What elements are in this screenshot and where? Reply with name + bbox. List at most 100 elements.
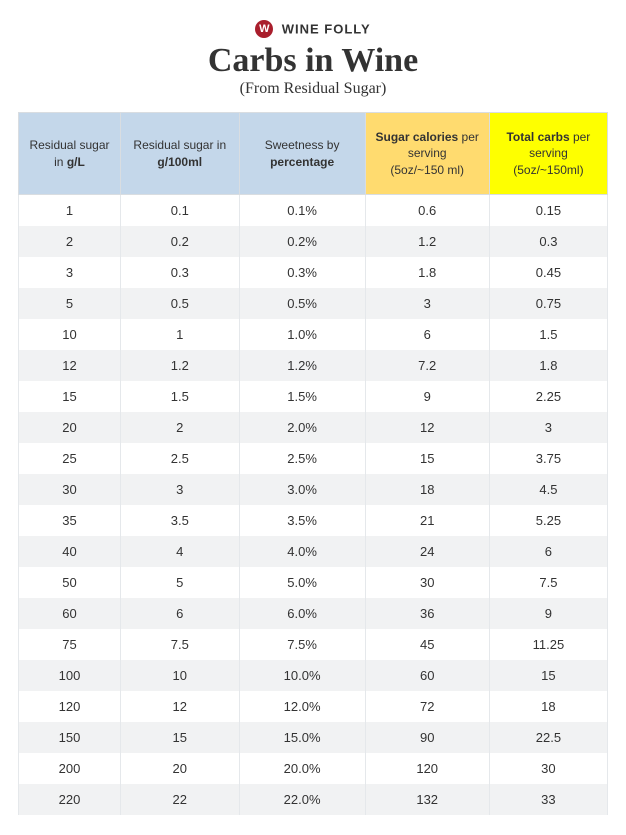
table-cell: 45 (365, 629, 489, 660)
carbs-table: Residual sugar in g/L Residual sugar in g… (18, 112, 608, 815)
table-cell: 25 (19, 443, 121, 474)
table-cell: 2.5% (239, 443, 365, 474)
table-cell: 9 (489, 598, 607, 629)
table-cell: 1.8 (489, 350, 607, 381)
table-cell: 7.5 (489, 567, 607, 598)
table-row: 5055.0%307.5 (19, 567, 608, 598)
table-cell: 15 (365, 443, 489, 474)
header-sub: (5oz/~150ml) (513, 163, 583, 177)
table-cell: 1.5 (120, 381, 239, 412)
table-cell: 0.15 (489, 194, 607, 226)
table-cell: 60 (19, 598, 121, 629)
table-cell: 1 (19, 194, 121, 226)
table-cell: 30 (19, 474, 121, 505)
table-row: 50.50.5%30.75 (19, 288, 608, 319)
table-row: 1011.0%61.5 (19, 319, 608, 350)
table-cell: 30 (365, 567, 489, 598)
table-cell: 5.0% (239, 567, 365, 598)
table-cell: 20 (120, 753, 239, 784)
table-cell: 4.0% (239, 536, 365, 567)
table-cell: 12 (365, 412, 489, 443)
table-row: 2002020.0%12030 (19, 753, 608, 784)
table-cell: 22.0% (239, 784, 365, 815)
table-cell: 12 (120, 691, 239, 722)
table-cell: 12.0% (239, 691, 365, 722)
table-body: 10.10.1%0.60.1520.20.2%1.20.330.30.3%1.8… (19, 194, 608, 815)
table-row: 151.51.5%92.25 (19, 381, 608, 412)
table-cell: 0.5% (239, 288, 365, 319)
header-bold: g/L (67, 155, 85, 169)
table-cell: 3 (19, 257, 121, 288)
table-cell: 132 (365, 784, 489, 815)
table-cell: 220 (19, 784, 121, 815)
table-row: 121.21.2%7.21.8 (19, 350, 608, 381)
table-cell: 0.2% (239, 226, 365, 257)
table-header-row: Residual sugar in g/L Residual sugar in g… (19, 113, 608, 195)
table-cell: 7.5 (120, 629, 239, 660)
table-cell: 0.3 (489, 226, 607, 257)
table-header-cell: Residual sugar in g/100ml (120, 113, 239, 195)
table-cell: 9 (365, 381, 489, 412)
table-cell: 72 (365, 691, 489, 722)
table-cell: 75 (19, 629, 121, 660)
table-row: 2202222.0%13233 (19, 784, 608, 815)
table-cell: 5.25 (489, 505, 607, 536)
table-row: 353.53.5%215.25 (19, 505, 608, 536)
table-cell: 6 (120, 598, 239, 629)
table-cell: 2 (120, 412, 239, 443)
header-sub: (5oz/~150 ml) (390, 163, 464, 177)
table-cell: 4.5 (489, 474, 607, 505)
table-cell: 3.75 (489, 443, 607, 474)
brand-logo-icon: W (255, 20, 273, 38)
table-cell: 3.5% (239, 505, 365, 536)
table-cell: 60 (365, 660, 489, 691)
table-cell: 2.25 (489, 381, 607, 412)
table-cell: 5 (120, 567, 239, 598)
table-cell: 6.0% (239, 598, 365, 629)
table-cell: 6 (489, 536, 607, 567)
header-bold: Total carbs (506, 130, 569, 144)
header-text: Residual sugar in (133, 138, 226, 152)
table-cell: 22.5 (489, 722, 607, 753)
table-cell: 0.3 (120, 257, 239, 288)
table-cell: 20 (19, 412, 121, 443)
table-header-cell: Total carbs per serving(5oz/~150ml) (489, 113, 607, 195)
table-cell: 1.0% (239, 319, 365, 350)
table-cell: 3 (489, 412, 607, 443)
table-row: 1501515.0%9022.5 (19, 722, 608, 753)
table-cell: 12 (19, 350, 121, 381)
table-cell: 22 (120, 784, 239, 815)
table-header-cell: Sugar calories per serving(5oz/~150 ml) (365, 113, 489, 195)
table-row: 20.20.2%1.20.3 (19, 226, 608, 257)
table-cell: 1.2% (239, 350, 365, 381)
table-cell: 0.5 (120, 288, 239, 319)
table-cell: 2.5 (120, 443, 239, 474)
table-row: 6066.0%369 (19, 598, 608, 629)
table-cell: 120 (365, 753, 489, 784)
table-cell: 24 (365, 536, 489, 567)
table-cell: 18 (365, 474, 489, 505)
page-subtitle: (From Residual Sugar) (18, 80, 608, 98)
table-cell: 15 (19, 381, 121, 412)
table-cell: 3.0% (239, 474, 365, 505)
table-cell: 0.45 (489, 257, 607, 288)
table-cell: 3.5 (120, 505, 239, 536)
table-cell: 0.6 (365, 194, 489, 226)
table-cell: 10 (120, 660, 239, 691)
table-row: 3033.0%184.5 (19, 474, 608, 505)
table-cell: 1.5% (239, 381, 365, 412)
table-cell: 100 (19, 660, 121, 691)
table-cell: 6 (365, 319, 489, 350)
table-row: 4044.0%246 (19, 536, 608, 567)
table-cell: 90 (365, 722, 489, 753)
table-row: 252.52.5%153.75 (19, 443, 608, 474)
table-cell: 10.0% (239, 660, 365, 691)
table-cell: 3 (120, 474, 239, 505)
table-cell: 11.25 (489, 629, 607, 660)
table-cell: 120 (19, 691, 121, 722)
table-cell: 200 (19, 753, 121, 784)
table-cell: 15 (489, 660, 607, 691)
brand-name: WINE FOLLY (282, 22, 371, 37)
header-bold: g/100ml (157, 155, 202, 169)
table-cell: 3 (365, 288, 489, 319)
